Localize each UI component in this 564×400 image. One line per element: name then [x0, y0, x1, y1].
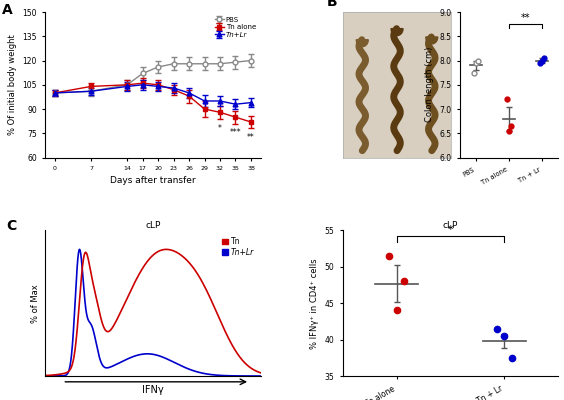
- Text: B: B: [327, 0, 337, 8]
- Legend: PBS, Tn alone, Tn+Lr: PBS, Tn alone, Tn+Lr: [214, 16, 257, 39]
- Text: **: **: [247, 133, 255, 142]
- Text: A: A: [2, 3, 13, 17]
- Y-axis label: Colon length (cm): Colon length (cm): [425, 47, 434, 122]
- Text: **: **: [521, 13, 530, 23]
- Title: cLP: cLP: [443, 221, 458, 230]
- Y-axis label: % Of initial body weight: % Of initial body weight: [8, 34, 17, 135]
- Text: *: *: [218, 124, 222, 133]
- X-axis label: Days after transfer: Days after transfer: [110, 176, 196, 186]
- Polygon shape: [356, 40, 368, 47]
- Text: *: *: [448, 226, 453, 236]
- Polygon shape: [391, 29, 403, 36]
- Title: cLP: cLP: [146, 221, 161, 230]
- Text: IFNγ: IFNγ: [142, 385, 164, 395]
- Y-axis label: % IFNγ⁺ in CD4⁺ cells: % IFNγ⁺ in CD4⁺ cells: [310, 258, 319, 348]
- Text: ***: ***: [230, 128, 241, 138]
- Legend: Tn, Tn+Lr: Tn, Tn+Lr: [219, 234, 257, 260]
- Polygon shape: [426, 37, 438, 44]
- Y-axis label: % of Max: % of Max: [30, 284, 39, 322]
- Text: C: C: [6, 219, 16, 233]
